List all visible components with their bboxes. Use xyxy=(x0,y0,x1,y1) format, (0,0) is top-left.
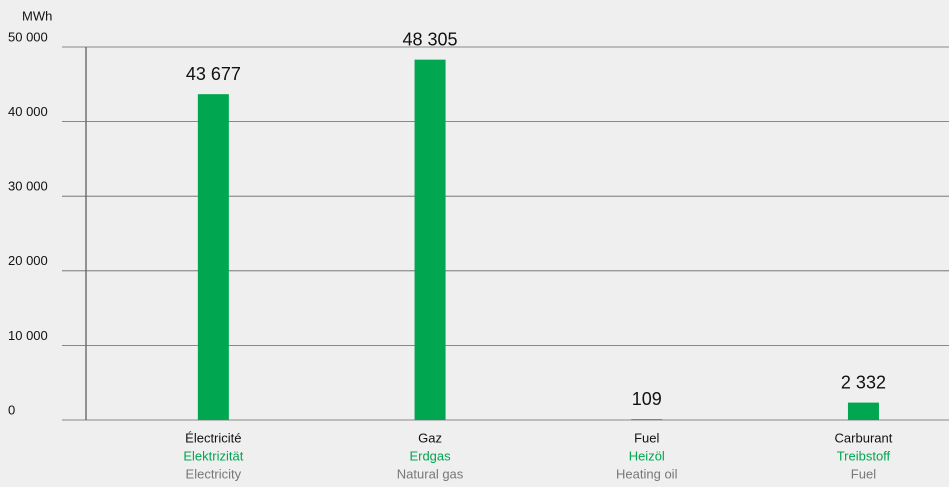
x-tick-label-en: Heating oil xyxy=(616,466,678,481)
bar xyxy=(197,94,229,420)
y-tick-label: 30 000 xyxy=(8,179,48,194)
x-tick-label-de: Erdgas xyxy=(409,448,451,463)
x-tick-label-de: Heizöl xyxy=(629,448,665,463)
value-label: 43 677 xyxy=(186,64,241,84)
y-tick-label: 20 000 xyxy=(8,253,48,268)
x-tick-label-en: Fuel xyxy=(851,466,876,481)
value-label: 48 305 xyxy=(403,29,458,49)
x-tick-label: Carburant xyxy=(835,430,893,445)
x-tick-label-de: Treibstoff xyxy=(837,448,891,463)
x-tick-label: Gaz xyxy=(418,430,442,445)
y-tick-label: 50 000 xyxy=(8,29,48,44)
value-label: 109 xyxy=(632,389,662,409)
bar xyxy=(414,59,446,420)
x-tick-label-en: Natural gas xyxy=(397,466,464,481)
x-tick-label: Fuel xyxy=(634,430,659,445)
bar xyxy=(631,419,663,420)
value-label: 2 332 xyxy=(841,372,886,392)
y-tick-label: 0 xyxy=(8,402,15,417)
y-tick-label: 10 000 xyxy=(8,328,48,343)
y-axis-label: MWh xyxy=(22,8,52,23)
y-tick-label: 40 000 xyxy=(8,104,48,119)
bar xyxy=(847,402,879,420)
x-tick-label-de: Elektrizität xyxy=(183,448,243,463)
x-tick-label: Électricité xyxy=(185,430,241,445)
x-tick-label-en: Electricity xyxy=(186,466,242,481)
